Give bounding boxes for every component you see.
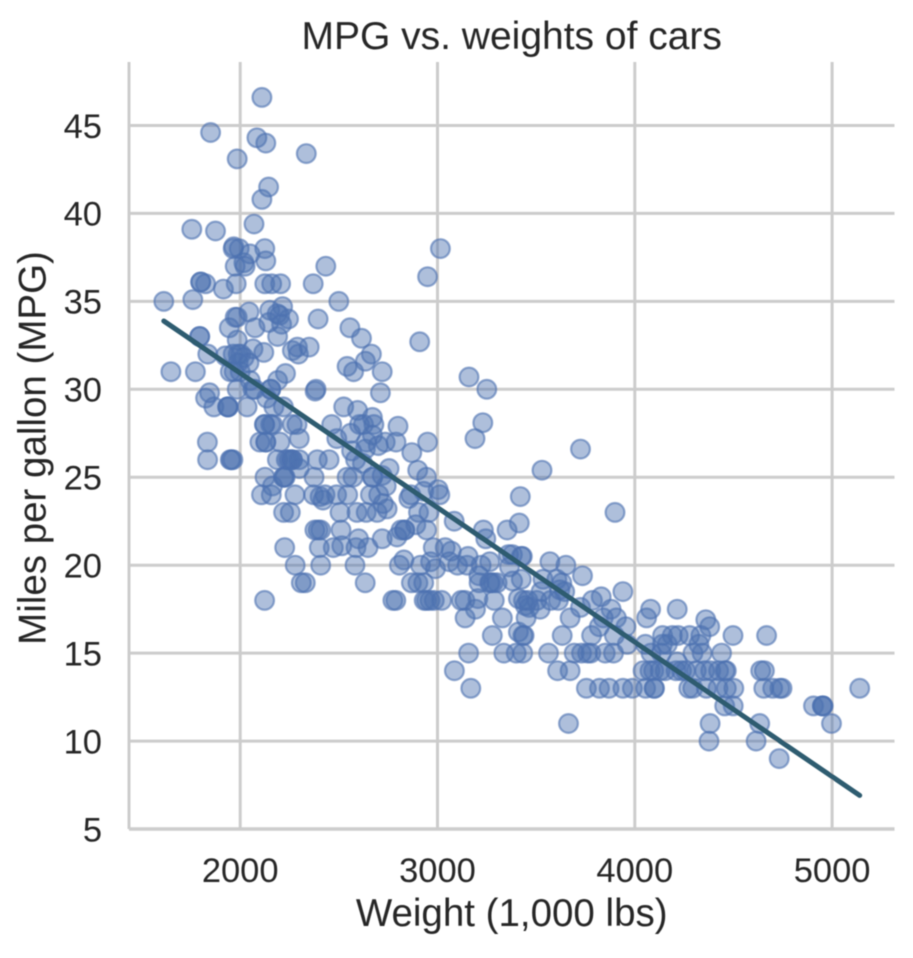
svg-text:5000: 5000	[794, 852, 871, 890]
svg-text:45: 45	[64, 108, 102, 146]
svg-text:40: 40	[64, 196, 102, 234]
svg-text:25: 25	[64, 460, 102, 498]
svg-text:15: 15	[64, 635, 102, 673]
svg-text:3000: 3000	[399, 852, 476, 890]
svg-text:Weight (1,000 lbs): Weight (1,000 lbs)	[356, 892, 668, 935]
svg-text:Miles per gallon (MPG): Miles per gallon (MPG)	[12, 251, 55, 645]
svg-text:10: 10	[64, 723, 102, 761]
svg-text:20: 20	[64, 548, 102, 586]
svg-text:4000: 4000	[596, 852, 673, 890]
svg-text:2000: 2000	[202, 852, 279, 890]
svg-text:5: 5	[83, 811, 102, 849]
svg-text:35: 35	[64, 284, 102, 322]
svg-text:30: 30	[64, 372, 102, 410]
svg-text:MPG vs. weights of cars: MPG vs. weights of cars	[301, 15, 721, 58]
